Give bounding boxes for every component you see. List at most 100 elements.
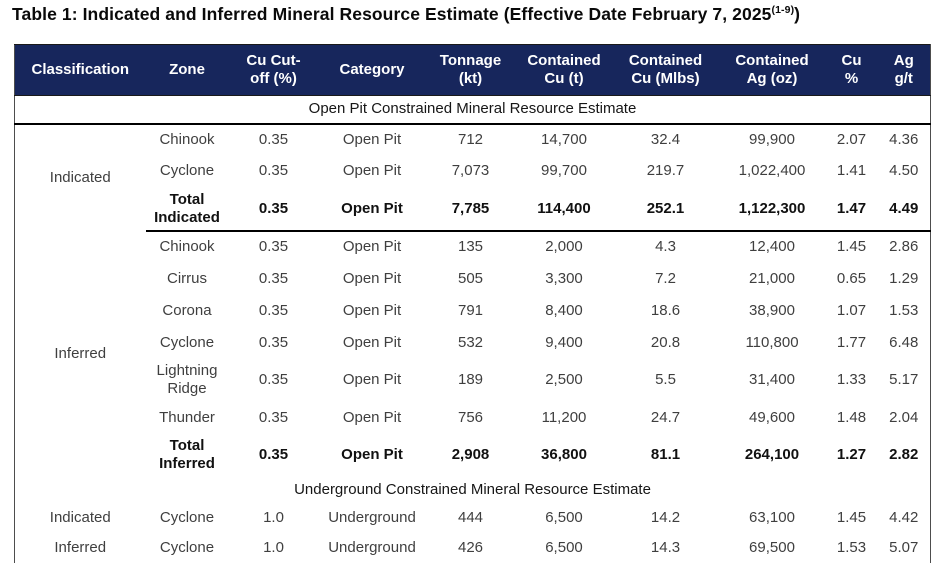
cell-contained-cu-mlbs: 24.7 <box>613 402 719 434</box>
cell-cu-cutoff: 0.35 <box>229 188 319 232</box>
column-header-contained-ag-oz: Contained Ag (oz) <box>719 45 826 96</box>
section-subtitle-row: Underground Constrained Mineral Resource… <box>15 476 931 503</box>
cell-cu-pct: 1.27 <box>826 434 878 477</box>
cell-classification: Indicated <box>15 503 146 533</box>
cell-cu-cutoff: 0.35 <box>229 327 319 359</box>
cell-cu-cutoff: 1.0 <box>229 503 319 533</box>
cell-contained-cu-t: 3,300 <box>516 263 613 295</box>
title-text: Table 1: Indicated and Inferred Mineral … <box>12 4 772 24</box>
cell-ag-gpt: 2.04 <box>878 402 931 434</box>
cell-zone: Cirrus <box>146 263 229 295</box>
cell-zone: Total Inferred <box>146 434 229 477</box>
cell-contained-ag-oz: 21,000 <box>719 263 826 295</box>
cell-contained-cu-mlbs: 4.3 <box>613 231 719 263</box>
cell-contained-cu-mlbs: 14.3 <box>613 533 719 563</box>
cell-contained-cu-t: 99,700 <box>516 156 613 188</box>
cell-cu-pct: 1.33 <box>826 359 878 402</box>
cell-contained-ag-oz: 110,800 <box>719 327 826 359</box>
cell-category: Open Pit <box>319 402 426 434</box>
cell-cu-pct: 1.41 <box>826 156 878 188</box>
cell-category: Open Pit <box>319 359 426 402</box>
cell-tonnage: 532 <box>426 327 516 359</box>
cell-contained-ag-oz: 69,500 <box>719 533 826 563</box>
cell-cu-cutoff: 0.35 <box>229 263 319 295</box>
cell-contained-cu-t: 11,200 <box>516 402 613 434</box>
cell-contained-cu-t: 14,700 <box>516 124 613 156</box>
cell-contained-ag-oz: 31,400 <box>719 359 826 402</box>
cell-contained-cu-t: 114,400 <box>516 188 613 232</box>
cell-tonnage: 426 <box>426 533 516 563</box>
cell-ag-gpt: 4.50 <box>878 156 931 188</box>
column-header-tonnage: Tonnage (kt) <box>426 45 516 96</box>
cell-cu-pct: 1.47 <box>826 188 878 232</box>
title-superscript: (1-9) <box>772 4 795 16</box>
cell-ag-gpt: 1.29 <box>878 263 931 295</box>
cell-contained-ag-oz: 38,900 <box>719 295 826 327</box>
cell-cu-pct: 1.77 <box>826 327 878 359</box>
cell-zone: Cyclone <box>146 327 229 359</box>
column-header-cu-cutoff: Cu Cut- off (%) <box>229 45 319 96</box>
cell-zone: Thunder <box>146 402 229 434</box>
cell-tonnage: 7,073 <box>426 156 516 188</box>
cell-cu-pct: 0.65 <box>826 263 878 295</box>
cell-contained-cu-t: 8,400 <box>516 295 613 327</box>
cell-category: Open Pit <box>319 434 426 477</box>
column-header-classification: Classification <box>15 45 146 96</box>
cell-cu-cutoff: 0.35 <box>229 231 319 263</box>
cell-ag-gpt: 5.17 <box>878 359 931 402</box>
cell-classification: Inferred <box>15 231 146 476</box>
cell-contained-cu-mlbs: 219.7 <box>613 156 719 188</box>
cell-cu-pct: 1.53 <box>826 533 878 563</box>
cell-contained-cu-t: 36,800 <box>516 434 613 477</box>
column-header-contained-cu-t: Contained Cu (t) <box>516 45 613 96</box>
cell-tonnage: 444 <box>426 503 516 533</box>
cell-cu-cutoff: 0.35 <box>229 402 319 434</box>
cell-contained-cu-mlbs: 7.2 <box>613 263 719 295</box>
column-header-category: Category <box>319 45 426 96</box>
cell-category: Underground <box>319 503 426 533</box>
cell-zone: Cyclone <box>146 533 229 563</box>
cell-cu-pct: 1.07 <box>826 295 878 327</box>
cell-contained-ag-oz: 264,100 <box>719 434 826 477</box>
column-header-contained-cu-mlbs: Contained Cu (Mlbs) <box>613 45 719 96</box>
title-close-paren: ) <box>794 4 800 24</box>
cell-zone: Corona <box>146 295 229 327</box>
section-subtitle-row: Open Pit Constrained Mineral Resource Es… <box>15 96 931 124</box>
cell-contained-cu-mlbs: 20.8 <box>613 327 719 359</box>
column-header-cu-pct: Cu % <box>826 45 878 96</box>
cell-contained-cu-t: 6,500 <box>516 533 613 563</box>
cell-tonnage: 189 <box>426 359 516 402</box>
cell-contained-cu-t: 2,500 <box>516 359 613 402</box>
cell-cu-cutoff: 0.35 <box>229 124 319 156</box>
cell-cu-cutoff: 1.0 <box>229 533 319 563</box>
cell-category: Open Pit <box>319 327 426 359</box>
cell-tonnage: 791 <box>426 295 516 327</box>
column-header-zone: Zone <box>146 45 229 96</box>
cell-cu-pct: 1.45 <box>826 503 878 533</box>
cell-contained-cu-t: 9,400 <box>516 327 613 359</box>
cell-zone: Cyclone <box>146 503 229 533</box>
cell-category: Open Pit <box>319 231 426 263</box>
cell-category: Open Pit <box>319 124 426 156</box>
cell-contained-cu-mlbs: 252.1 <box>613 188 719 232</box>
cell-ag-gpt: 6.48 <box>878 327 931 359</box>
cell-category: Open Pit <box>319 156 426 188</box>
cell-contained-cu-mlbs: 14.2 <box>613 503 719 533</box>
cell-category: Underground <box>319 533 426 563</box>
cell-contained-ag-oz: 49,600 <box>719 402 826 434</box>
cell-ag-gpt: 2.86 <box>878 231 931 263</box>
column-header-ag-gpt: Ag g/t <box>878 45 931 96</box>
cell-contained-ag-oz: 99,900 <box>719 124 826 156</box>
cell-ag-gpt: 1.53 <box>878 295 931 327</box>
